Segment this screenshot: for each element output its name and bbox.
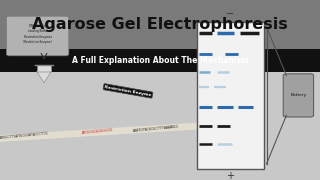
Polygon shape: [0, 123, 198, 141]
Text: AAATGTACGCGCTTTAAAANGC: AAATGTACGCGCTTTAAAANGC: [133, 125, 180, 133]
Text: Battery: Battery: [290, 93, 307, 97]
FancyBboxPatch shape: [283, 74, 314, 117]
Text: ATGGCTTGATGCGGATACCCTCG: ATGGCTTGATGCGGATACCCTCG: [0, 131, 49, 140]
Text: Agarose Gel Electrophoresis: Agarose Gel Electrophoresis: [32, 17, 288, 32]
Text: −: −: [226, 9, 235, 19]
Text: +: +: [227, 171, 234, 180]
Text: Restriction Enzyme: Restriction Enzyme: [104, 85, 152, 97]
Text: A Full Explanation About The Mechanism: A Full Explanation About The Mechanism: [72, 56, 248, 65]
Bar: [0, 0, 320, 49]
Text: DNA Sample
Loading Buffer
Restriction Enzymes
(Restriction Enzyme): DNA Sample Loading Buffer Restriction En…: [23, 24, 52, 44]
FancyBboxPatch shape: [37, 65, 51, 72]
Polygon shape: [37, 72, 51, 83]
Bar: [0, 72, 320, 180]
Text: ATCGCGCGCGCGCGC: ATCGCGCGCGCGCGC: [82, 128, 114, 136]
FancyBboxPatch shape: [6, 16, 69, 56]
Bar: [197, 22, 264, 169]
Bar: [0, 49, 320, 72]
